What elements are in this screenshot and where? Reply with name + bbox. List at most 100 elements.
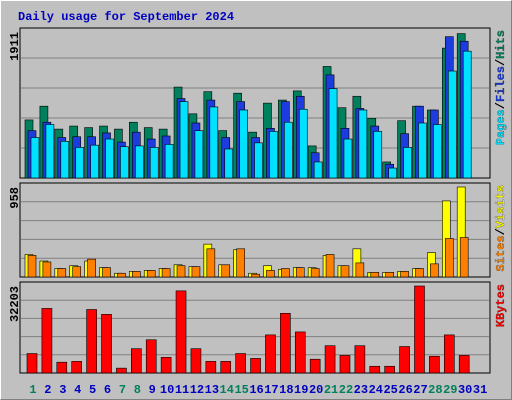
bar — [415, 268, 424, 278]
x-tick-label: 19 — [294, 383, 308, 397]
legend-separator: / — [494, 59, 508, 66]
bar — [105, 138, 114, 179]
x-tick-label: 29 — [443, 383, 457, 397]
x-tick-label: 30 — [458, 383, 472, 397]
x-tick-label: 17 — [264, 383, 278, 397]
bar — [60, 141, 70, 179]
plot-area — [19, 281, 491, 374]
x-tick-label: 2 — [44, 383, 51, 397]
legend-entry: Sites — [494, 235, 508, 271]
y-tick-label: 1911 — [8, 32, 22, 61]
x-tick-label: 14 — [220, 383, 234, 397]
bar — [324, 345, 336, 374]
legend-entry: Files — [494, 66, 508, 102]
x-tick-label: 12 — [190, 383, 204, 397]
bar — [90, 144, 99, 179]
bar — [281, 268, 290, 278]
x-tick-label: 21 — [324, 383, 338, 397]
bar — [164, 144, 174, 179]
y-tick-label: 958 — [8, 187, 22, 209]
x-tick-label: 8 — [134, 383, 141, 397]
bar — [280, 312, 291, 374]
bar — [313, 161, 323, 179]
bar — [56, 361, 68, 374]
x-tick-label: 13 — [205, 383, 219, 397]
x-tick-label: 16 — [249, 383, 263, 397]
bar — [146, 270, 156, 278]
x-tick-label: 24 — [369, 383, 383, 397]
bar — [399, 346, 410, 374]
bar — [220, 361, 232, 374]
bar — [266, 270, 275, 278]
bar — [160, 357, 172, 374]
bar — [343, 138, 353, 179]
x-tick-label: 10 — [160, 383, 174, 397]
bar — [209, 106, 219, 179]
x-tick-label: 15 — [234, 383, 248, 397]
x-tick-label: 26 — [398, 383, 412, 397]
bar — [194, 130, 204, 179]
bar — [101, 314, 112, 374]
bar — [284, 121, 293, 179]
bar — [120, 146, 129, 179]
legend-entry: Visits — [494, 185, 508, 228]
x-tick-label: 18 — [279, 383, 293, 397]
bar — [205, 361, 217, 374]
bar — [190, 348, 202, 374]
bar — [191, 266, 201, 278]
bar — [102, 267, 111, 278]
x-tick-label: 5 — [89, 383, 96, 397]
bar — [294, 331, 306, 374]
bar — [87, 258, 96, 278]
bar — [239, 109, 248, 179]
x-tick-label: 9 — [149, 383, 156, 397]
bar — [340, 265, 350, 278]
bar — [179, 101, 189, 179]
bar — [462, 50, 472, 179]
legend: Sites/Visits — [494, 185, 508, 271]
bar — [433, 124, 442, 179]
bar — [30, 137, 40, 179]
bar — [72, 266, 82, 278]
bar — [145, 339, 157, 374]
bar — [388, 167, 397, 179]
bar — [403, 147, 412, 179]
bar — [254, 142, 263, 179]
legend-separator: / — [494, 102, 508, 109]
bar — [355, 262, 365, 278]
bar — [265, 334, 276, 374]
bar — [42, 261, 52, 278]
bar — [269, 131, 278, 179]
bar — [373, 131, 383, 179]
bar — [221, 264, 231, 278]
bar — [418, 122, 427, 179]
bar — [444, 238, 454, 278]
bar — [251, 273, 260, 278]
bar — [358, 109, 368, 179]
legend-entry: KBytes — [494, 284, 508, 327]
bar — [250, 358, 261, 374]
bar — [57, 268, 67, 278]
x-tick-label: 6 — [104, 383, 111, 397]
legend-separator: / — [494, 228, 508, 235]
bar — [132, 271, 141, 278]
bar — [430, 263, 439, 278]
bar — [370, 272, 380, 278]
x-tick-label: 20 — [309, 383, 323, 397]
chart-title: Daily usage for September 2024 — [18, 10, 234, 24]
bar — [41, 308, 53, 374]
bar — [131, 348, 142, 374]
bar — [295, 267, 305, 278]
bar — [385, 272, 394, 278]
bar — [235, 353, 246, 374]
bar — [117, 272, 126, 278]
bar — [369, 365, 381, 374]
bar — [309, 358, 321, 374]
x-tick-label: 1 — [29, 383, 36, 397]
x-tick-label: 4 — [74, 383, 81, 397]
legend: KBytes — [494, 284, 508, 327]
bar — [45, 124, 55, 179]
bar — [310, 268, 320, 278]
plot-area — [19, 182, 491, 278]
